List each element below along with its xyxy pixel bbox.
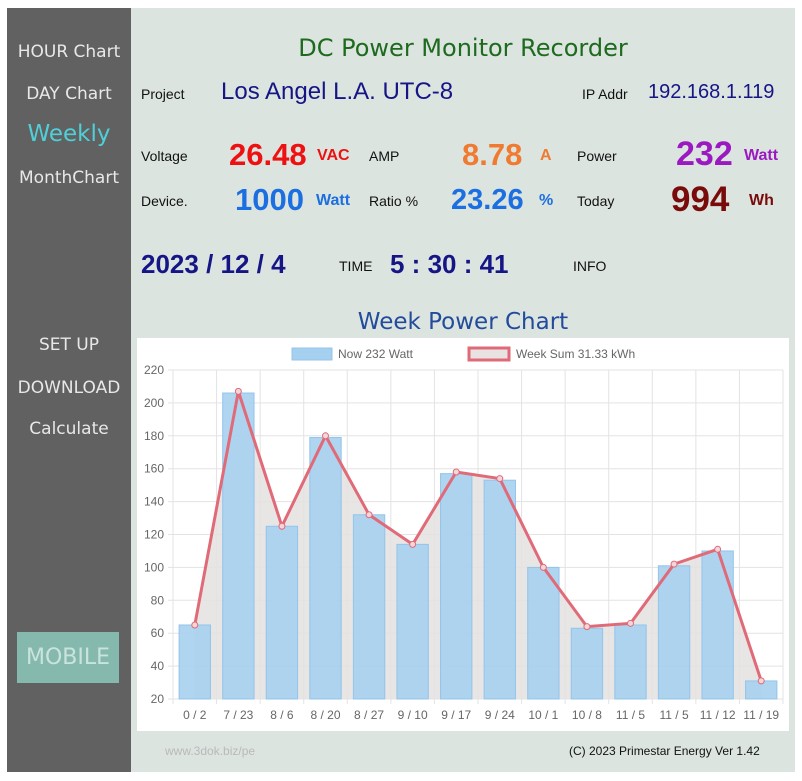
nav-day-chart[interactable]: DAY Chart (26, 84, 112, 104)
mobile-button[interactable]: MOBILE (17, 632, 119, 683)
line-point (670, 560, 678, 568)
x-tick-label: 8 / 6 (270, 708, 294, 722)
chart-svg: 20 40 60 80 100 120 140 160 180 200 220 0 / 2 7 / 23… (144, 346, 784, 722)
nav-hour-chart[interactable]: HOUR Chart (17, 42, 121, 62)
device-label: Device. (141, 193, 188, 209)
bar (483, 479, 516, 700)
x-tick-label: 11 / 5 (616, 708, 645, 722)
y-tick-label: 80 (151, 593, 165, 607)
legend-label-line: Week Sum 31.33 kWh (516, 347, 635, 361)
line-point (452, 468, 460, 476)
line-point (365, 511, 373, 519)
info-label: INFO (573, 258, 607, 274)
amp-value: 8.78 (462, 137, 523, 172)
sidebar: HOUR Chart DAY Chart Weekly MonthChart S… (7, 8, 131, 772)
nav-weekly[interactable]: Weekly (27, 121, 111, 147)
date-value: 2023 / 12 / 4 (141, 249, 286, 279)
device-unit: Watt (316, 192, 351, 209)
ratio-unit: % (539, 192, 554, 209)
footer-website[interactable]: www.3dok.biz/pe (165, 744, 256, 758)
bar (657, 565, 691, 700)
today-label: Today (577, 193, 615, 209)
x-tick-label: 10 / 1 (528, 708, 558, 722)
power-unit: Watt (744, 147, 779, 164)
line-point (627, 619, 634, 627)
bar (396, 543, 429, 700)
line-point (191, 621, 199, 629)
bar (352, 514, 386, 700)
bar (178, 624, 211, 700)
y-tick-label: 20 (151, 692, 165, 706)
x-tick-label: 11 / 5 (660, 708, 689, 722)
chart-title: Week Power Chart (357, 309, 569, 335)
nav-setup[interactable]: SET UP (38, 335, 99, 355)
page-title: DC Power Monitor Recorder (298, 34, 628, 62)
line-point (539, 563, 547, 571)
nav-download[interactable]: DOWNLOAD (17, 378, 121, 398)
today-value: 994 (671, 180, 730, 219)
footer-copyright: (C) 2023 Primestar Energy Ver 1.42 (569, 744, 760, 758)
x-tick-label: 11 / 19 (743, 708, 779, 722)
y-tick-label: 220 (144, 363, 164, 377)
main-panel: DC Power Monitor Recorder Project Los An… (131, 8, 795, 772)
project-value: Los Angel L.A. UTC-8 (221, 78, 454, 105)
legend-swatch-line (467, 346, 511, 362)
x-tick-label: 9 / 10 (398, 708, 428, 722)
y-tick-label: 60 (151, 626, 165, 640)
today-unit: Wh (749, 192, 774, 209)
line-point (757, 677, 765, 685)
ip-label: IP Addr (582, 86, 628, 102)
bar (570, 627, 604, 700)
legend-label-bars: Now 232 Watt (338, 347, 414, 361)
nav-month-chart[interactable]: MonthChart (19, 168, 119, 188)
ip-value: 192.168.1.119 (648, 81, 775, 103)
power-label: Power (577, 148, 617, 164)
y-tick-label: 140 (144, 495, 164, 509)
x-tick-label: 7 / 23 (223, 708, 253, 722)
x-tick-label: 10 / 8 (572, 708, 602, 722)
week-power-chart: 20 40 60 80 100 120 140 160 180 200 220 0 / 2 7 / 23… (137, 338, 789, 731)
ratio-value: 23.26 (451, 184, 524, 216)
y-tick-label: 120 (144, 528, 164, 542)
amp-unit: A (540, 147, 552, 164)
bar (440, 473, 473, 700)
y-tick-label: 40 (151, 659, 165, 673)
ratio-label: Ratio % (369, 193, 419, 209)
voltage-value: 26.48 (229, 137, 307, 172)
device-value: 1000 (235, 182, 304, 217)
x-tick-label: 8 / 20 (310, 708, 340, 722)
x-tick-label: 0 / 2 (183, 708, 207, 722)
x-tick-label: 9 / 17 (441, 708, 471, 722)
power-value: 232 (676, 135, 733, 173)
line-point (234, 387, 242, 395)
line-point (409, 540, 417, 548)
week-sum-line (193, 390, 763, 682)
legend-swatch-bars (291, 347, 333, 361)
line-point (322, 432, 329, 440)
y-tick-label: 100 (144, 560, 164, 574)
line-point (496, 475, 504, 483)
bar (614, 624, 647, 700)
line-point (714, 545, 722, 553)
nav-calculate[interactable]: Calculate (29, 419, 109, 439)
time-value: 5 : 30 : 41 (390, 249, 509, 279)
bar (222, 392, 255, 700)
y-tick-label: 200 (144, 396, 164, 410)
x-tick-label: 11 / 12 (700, 708, 736, 722)
x-tick-label: 9 / 24 (485, 708, 515, 722)
project-label: Project (141, 86, 185, 102)
voltage-unit: VAC (317, 147, 350, 164)
amp-label: AMP (369, 148, 400, 164)
y-tick-label: 160 (144, 462, 164, 476)
line-point (278, 522, 286, 530)
voltage-label: Voltage (141, 148, 188, 164)
bar (265, 525, 299, 700)
bar (701, 550, 734, 700)
x-tick-label: 8 / 27 (354, 708, 384, 722)
time-label: TIME (339, 258, 373, 274)
bar (309, 436, 342, 700)
line-point (583, 623, 591, 631)
y-tick-label: 180 (144, 429, 164, 443)
bar (527, 566, 560, 700)
